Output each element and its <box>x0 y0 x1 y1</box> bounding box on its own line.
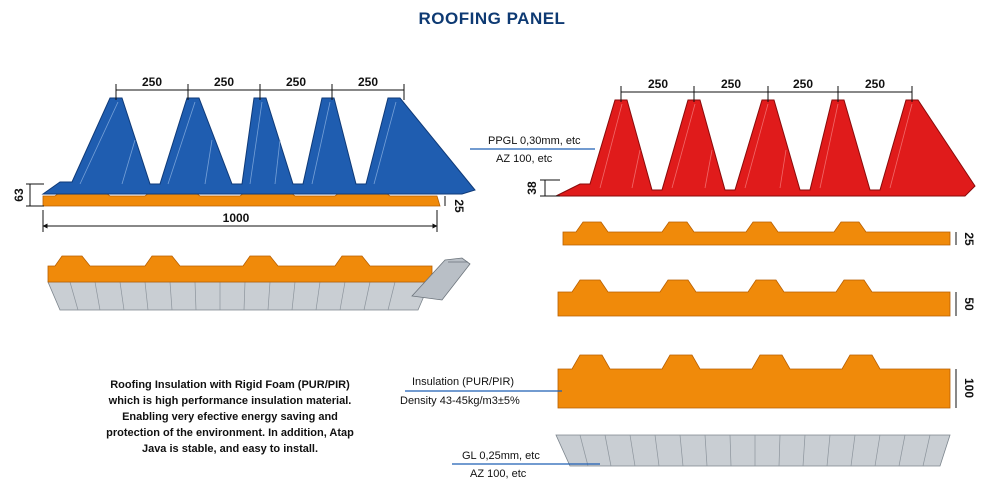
right-spacing-label: 250 <box>865 77 885 91</box>
foam-25-label: 25 <box>962 232 976 246</box>
foam-100-label: 100 <box>962 378 976 398</box>
description-line: which is high performance insulation mat… <box>108 395 352 407</box>
left-spacing-label: 250 <box>142 75 162 89</box>
right-spacing-label: 250 <box>648 77 668 91</box>
right-rib-height-label: 38 <box>525 181 539 195</box>
page-title: ROOFING PANEL <box>419 9 566 28</box>
left-width-label: 1000 <box>223 211 250 225</box>
bottom-liner-ridges <box>579 434 931 467</box>
insulation-density-label: Density 43-45kg/m3±5% <box>400 395 520 407</box>
left-lower-foam <box>47 255 433 283</box>
description-line: protection of the environment. In additi… <box>106 427 354 439</box>
foam-profile-100: 100 Insulation (PUR/PIR) Density 43-45kg… <box>400 354 976 409</box>
description-line: Roofing Insulation with Rigid Foam (PUR/… <box>110 379 350 391</box>
right-panel: 250 250 250 250 38 PPGL 0,30mm, etc AZ 1… <box>470 77 976 197</box>
right-sheet-highlights <box>599 103 913 189</box>
left-height-label: 63 <box>12 188 26 202</box>
description-line: Java is stable, and easy to install. <box>142 443 318 455</box>
left-sheet-highlights <box>79 101 397 185</box>
foam-profile-50: 50 <box>557 279 976 317</box>
insulation-label: Insulation (PUR/PIR) <box>412 376 514 388</box>
left-spacing-label: 250 <box>214 75 234 89</box>
top-sheet-coating-label: AZ 100, etc <box>496 153 553 165</box>
left-lower-liner <box>47 281 431 311</box>
left-spacing-label: 250 <box>358 75 378 89</box>
right-spacing-label: 250 <box>793 77 813 91</box>
left-panel: 250 250 250 250 63 25 1000 <box>12 75 476 232</box>
description-block: Roofing Insulation with Rigid Foam (PUR/… <box>106 379 354 455</box>
left-foam-thickness-label: 25 <box>452 199 466 213</box>
right-spacing-label: 250 <box>721 77 741 91</box>
left-blue-sheet <box>41 97 476 195</box>
description-line: Enabling very efective energy saving and <box>122 411 338 423</box>
bottom-sheet-coating-label: AZ 100, etc <box>470 468 527 480</box>
left-liner-ridges <box>69 281 396 311</box>
bottom-sheet-label: GL 0,25mm, etc <box>462 450 540 462</box>
foam-profile-25: 25 <box>562 221 976 246</box>
bottom-liner: GL 0,25mm, etc AZ 100, etc <box>452 434 951 480</box>
foam-50-label: 50 <box>962 297 976 311</box>
left-lower-section <box>47 255 471 311</box>
left-lower-edge-flap <box>411 257 471 301</box>
left-spacing-label: 250 <box>286 75 306 89</box>
top-sheet-label: PPGL 0,30mm, etc <box>488 135 581 147</box>
